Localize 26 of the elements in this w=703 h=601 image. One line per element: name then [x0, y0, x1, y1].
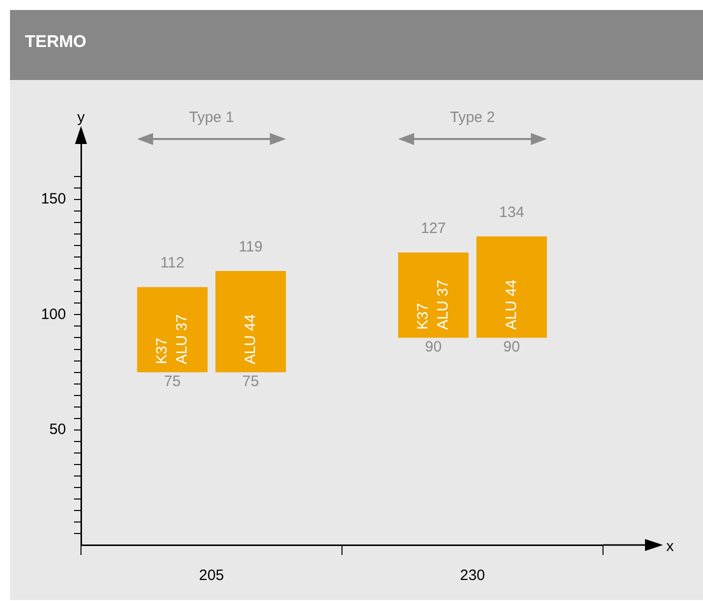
- bar: [476, 236, 547, 338]
- bar: [137, 287, 208, 372]
- annotation: 134: [499, 204, 524, 222]
- y-axis-title: y: [77, 109, 86, 126]
- text: K37 ALU 37: [414, 280, 452, 330]
- annotation: 119: [238, 238, 263, 256]
- text: Type 1: [188, 109, 234, 126]
- annotation: 75: [242, 372, 259, 390]
- annotation: 90: [425, 338, 442, 356]
- annotation: 127: [420, 220, 446, 238]
- bar: [398, 252, 469, 338]
- text: ALU 44: [502, 280, 520, 330]
- annotation: 75: [164, 372, 181, 390]
- series-label: ALU 44: [242, 314, 259, 364]
- x-axis-title: x: [666, 538, 674, 556]
- annotation: 90: [503, 338, 520, 356]
- annotation: 112: [160, 254, 184, 272]
- series-label: K37 ALU 37: [153, 314, 190, 364]
- text: Type 2: [450, 109, 496, 126]
- bar: [215, 270, 286, 372]
- y-tick-label: 50: [49, 421, 66, 438]
- y-tick-label: 150: [40, 190, 66, 208]
- y-tick-label: 100: [40, 306, 66, 323]
- x-tick-label: 230: [460, 567, 486, 584]
- x-tick-label: 205: [198, 567, 224, 584]
- chart-title: TERMO: [25, 32, 86, 52]
